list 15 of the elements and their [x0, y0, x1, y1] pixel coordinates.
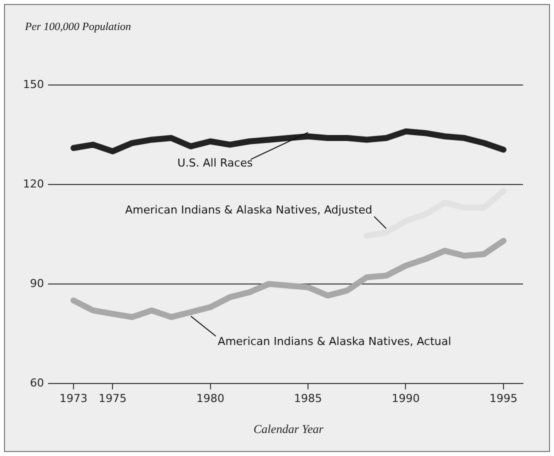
series-label: U.S. All Races: [177, 156, 253, 170]
x-tick-label: 1995: [489, 392, 518, 405]
x-tick-label: 1990: [392, 392, 420, 405]
x-tick-label: 1973: [60, 392, 88, 405]
y-tick-label: 90: [30, 276, 44, 290]
text: American Indians & Alaska Natives, Actual: [218, 334, 452, 348]
y-axis-title: Per 100,000 Population: [24, 20, 132, 33]
x-tick-label: 1975: [98, 392, 127, 405]
x-tick-label: 1980: [196, 392, 224, 405]
y-tick-label: 120: [22, 177, 44, 190]
x-axis-title: Calendar Year: [254, 422, 324, 436]
series-label: American Indians & Alaska Natives, Adjusted: [125, 203, 372, 216]
y-tick-label: 60: [30, 376, 44, 390]
x-tick-label: 1985: [294, 392, 322, 405]
y-tick-label: 150: [22, 78, 44, 91]
